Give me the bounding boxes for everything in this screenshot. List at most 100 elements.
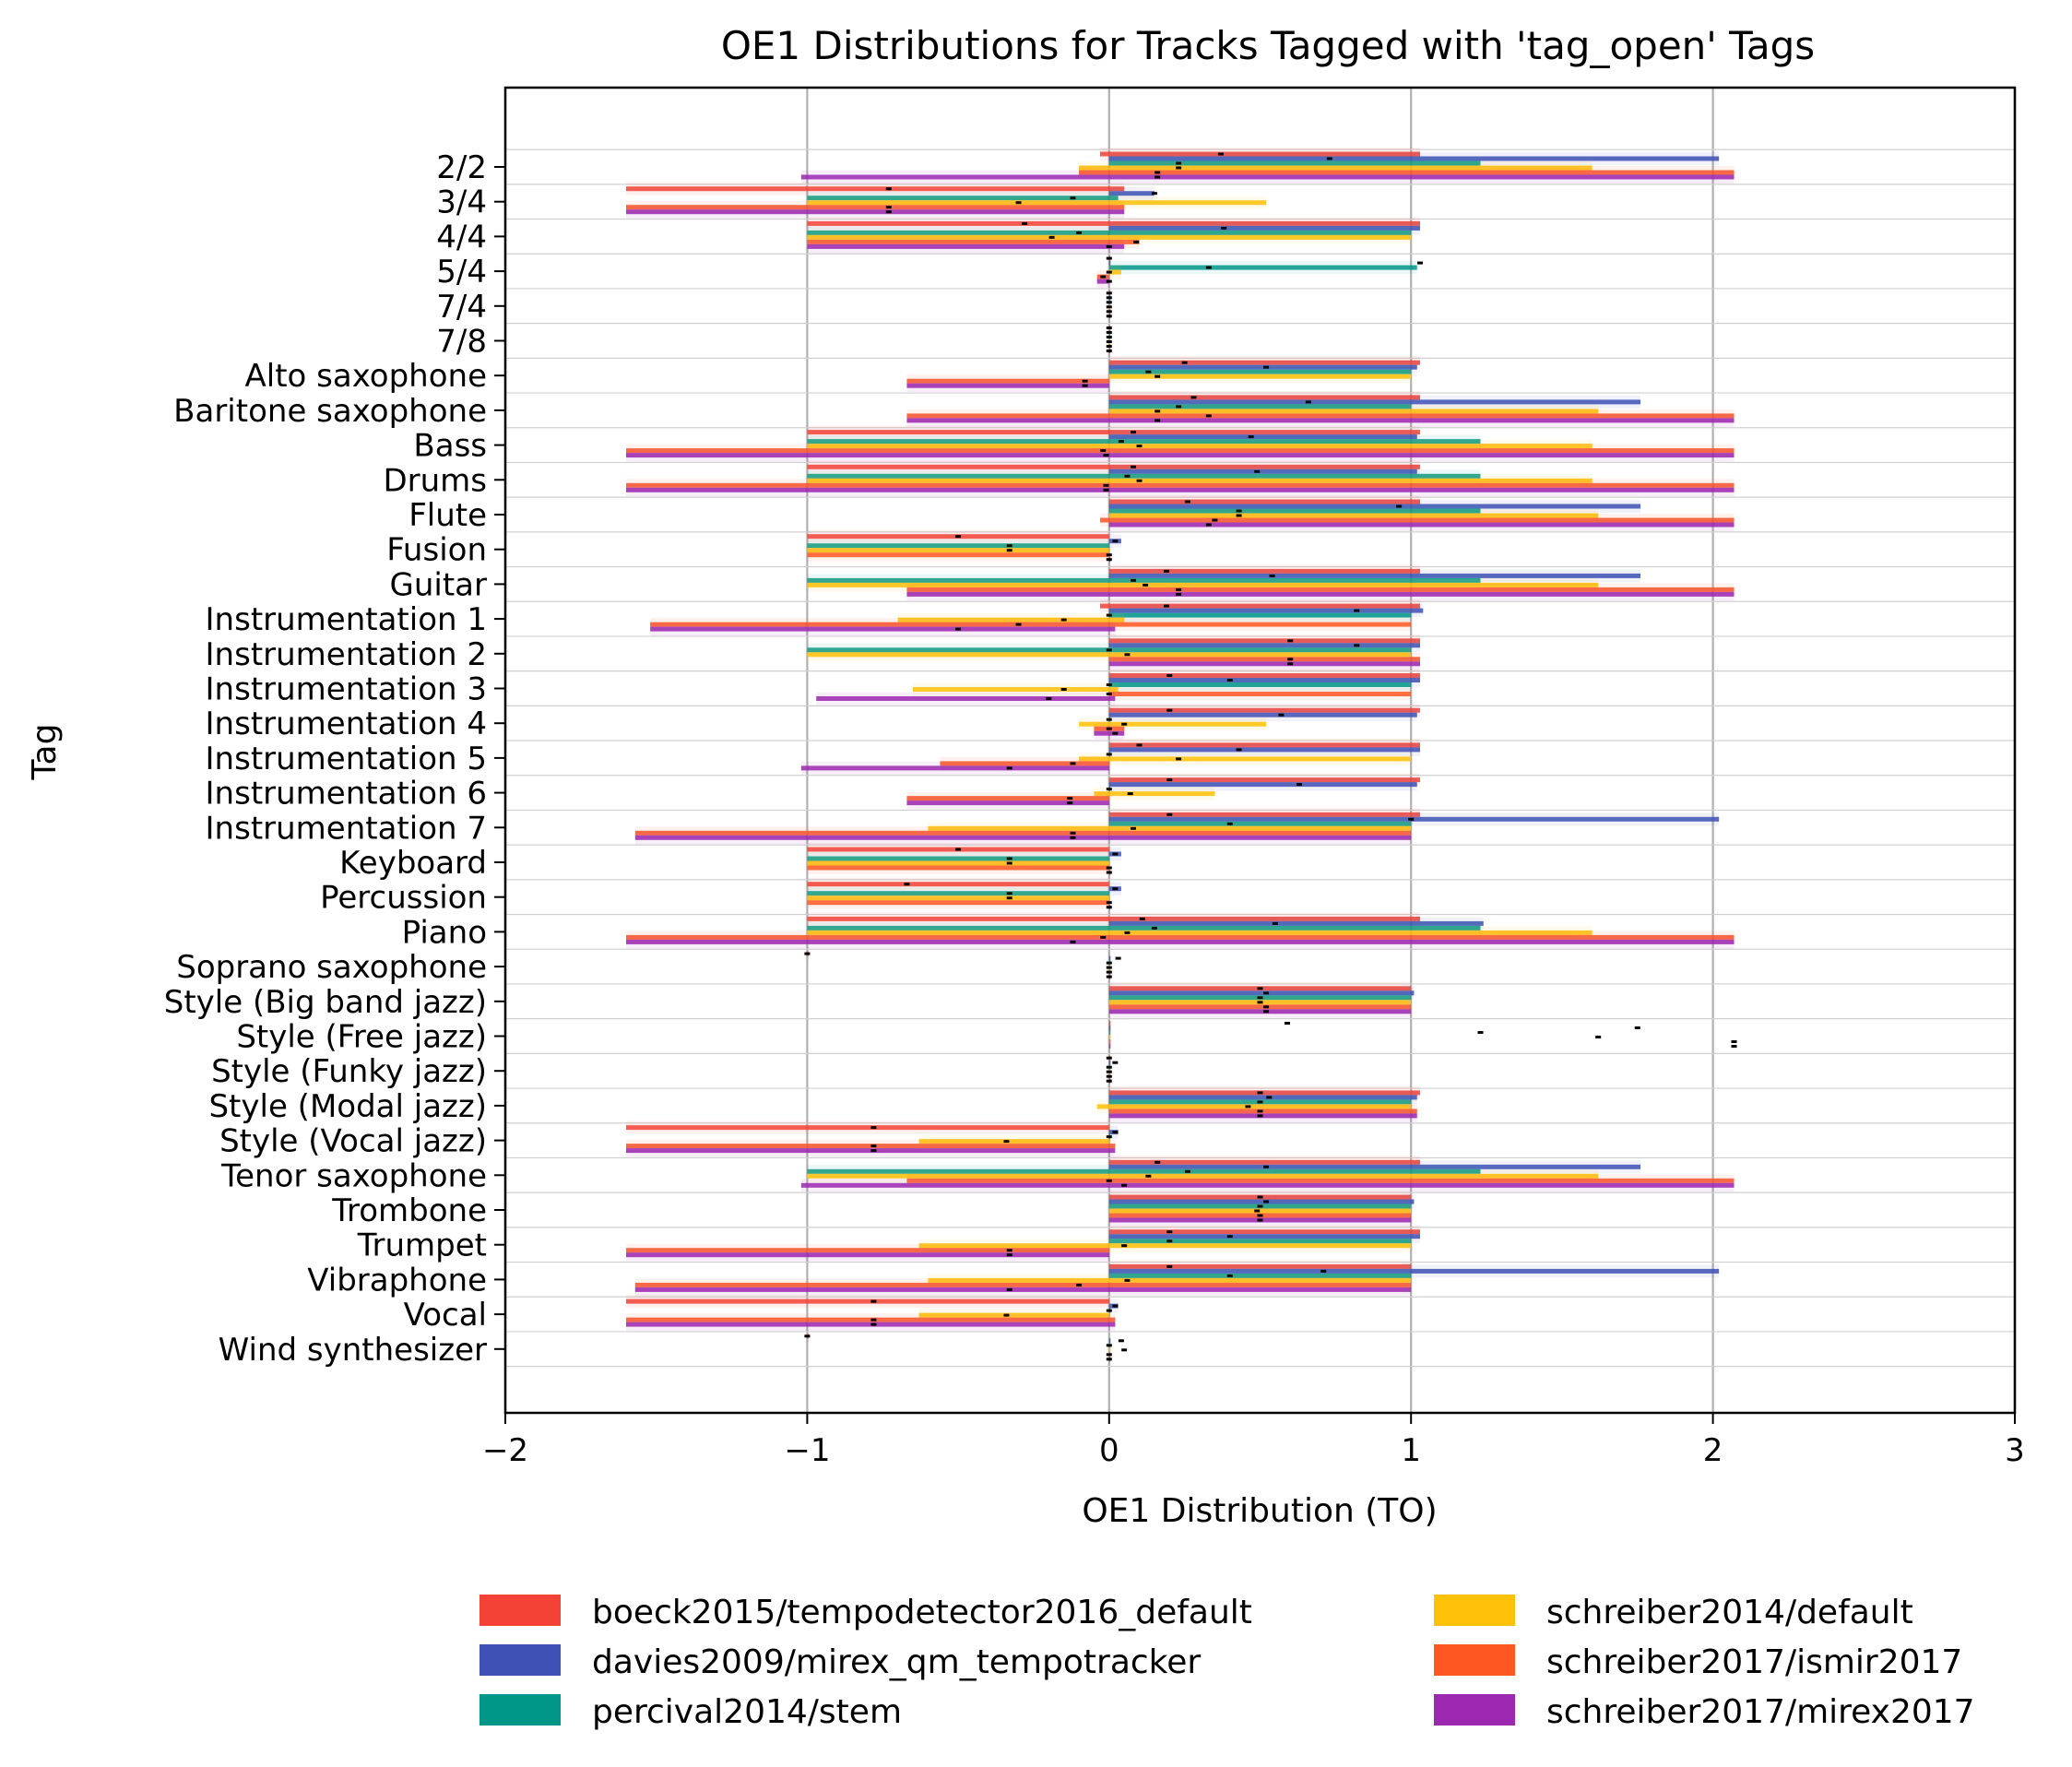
violin-body <box>634 835 1412 840</box>
violin-body <box>807 895 1109 901</box>
violin-tail <box>650 623 1116 636</box>
violin-tail <box>1108 261 1417 275</box>
violin-tail <box>800 761 1109 775</box>
violin-body <box>625 205 1125 210</box>
violin-body <box>918 1312 1109 1318</box>
y-tick-label: Style (Big band jazz) <box>164 984 487 1021</box>
violin-body <box>625 1144 1116 1149</box>
violin-body <box>1108 499 1421 504</box>
violin-tail <box>800 171 1735 184</box>
violin-tail <box>625 1248 1109 1262</box>
violin-tail <box>625 448 1735 462</box>
violin-body <box>1108 369 1412 374</box>
violin-body <box>1108 404 1412 409</box>
violin-tail <box>807 548 1109 562</box>
violin-body <box>807 577 1481 583</box>
violin-body <box>1108 661 1421 667</box>
violin-body <box>807 439 1481 445</box>
violin-body <box>625 453 1735 458</box>
violin-body <box>906 383 1109 388</box>
violin-tail <box>800 1179 1735 1192</box>
violin-body <box>807 239 1140 244</box>
violin-body <box>625 1322 1116 1327</box>
violin-tail <box>807 895 1109 909</box>
violin-body <box>650 626 1116 632</box>
violin-body <box>1108 1199 1415 1204</box>
y-tick-label: 4/4 <box>436 219 487 255</box>
violin-body <box>1108 434 1417 440</box>
legend-label: schreiber2017/mirex2017 <box>1546 1693 1975 1731</box>
violin-body <box>906 796 1109 801</box>
violin-tail <box>807 861 1109 874</box>
violin-body <box>1108 782 1417 788</box>
y-tick-label: Bass <box>413 428 487 465</box>
plot-frame <box>503 86 2017 1415</box>
violin-tail <box>807 240 1125 254</box>
violin-body <box>807 234 1412 240</box>
y-tick-label: Drums <box>383 462 487 499</box>
violin-body <box>1079 170 1735 175</box>
violin-body <box>1108 1109 1417 1114</box>
violin-tail <box>1108 1026 1111 1039</box>
violin-body <box>807 891 1109 896</box>
violin-body <box>807 1173 1599 1179</box>
violin-body <box>807 548 1109 553</box>
violin-body <box>1094 730 1125 736</box>
legend-label: davies2009/mirex_qm_tempotracker <box>592 1643 1201 1681</box>
violin-tail <box>1079 752 1412 765</box>
violin-body <box>1108 468 1417 474</box>
violin-tail <box>1108 1039 1111 1053</box>
violin-marks <box>625 148 1737 1366</box>
violin-body <box>807 916 1421 921</box>
legend-swatch <box>1434 1595 1515 1626</box>
violin-tail <box>625 1318 1116 1332</box>
violin-body <box>1108 643 1421 648</box>
violin-tail <box>906 379 1109 393</box>
violin-body <box>1108 573 1641 578</box>
violin-tail <box>634 1283 1412 1297</box>
violin-body <box>1108 1239 1412 1244</box>
y-tick-label: Vocal <box>404 1297 487 1334</box>
violin-tail <box>1108 1004 1412 1018</box>
y-axis-label: Tag <box>26 724 64 781</box>
violin-body <box>1108 707 1421 713</box>
violin-body <box>800 174 1735 180</box>
violin-body <box>1108 1026 1111 1030</box>
violin-body <box>1108 1030 1111 1035</box>
violin-body <box>1108 821 1412 826</box>
y-tick-label: 5/4 <box>436 254 487 291</box>
y-tick-label: Style (Funky jazz) <box>211 1053 487 1090</box>
violin-body <box>1108 265 1417 270</box>
violin-body <box>1108 1113 1417 1119</box>
y-tick-label: Guitar <box>390 566 488 603</box>
violin-body <box>1108 374 1412 379</box>
violin-tail <box>1108 1021 1111 1035</box>
violin-body <box>1108 920 1484 926</box>
violin-body <box>625 1125 1109 1131</box>
violin-body <box>1108 160 1481 166</box>
violin-body <box>1099 151 1421 157</box>
y-tick-label: 3/4 <box>436 184 487 221</box>
violin-body <box>1108 1004 1412 1010</box>
legend-label: schreiber2014/default <box>1546 1594 1913 1631</box>
violin-body <box>1108 1338 1111 1344</box>
violin-tail <box>912 682 1119 696</box>
violin-body <box>816 696 1116 701</box>
category-separators <box>505 148 2015 1368</box>
violin-body <box>807 860 1109 866</box>
violin-body <box>807 444 1592 449</box>
y-tick-label: Style (Free jazz) <box>236 1019 487 1056</box>
violin-tail <box>1108 678 1412 692</box>
violin-tail <box>906 587 1735 601</box>
violin-tail <box>1108 657 1421 670</box>
legend-label: percival2014/stem <box>592 1693 902 1731</box>
violin-tail <box>807 877 1109 891</box>
y-tick-label: Style (Modal jazz) <box>208 1088 487 1125</box>
x-tick-label: −1 <box>784 1432 830 1469</box>
violin-body <box>897 617 1125 623</box>
violin-body <box>625 209 1125 215</box>
violin-tail <box>625 935 1735 949</box>
violin-body <box>1108 742 1421 748</box>
